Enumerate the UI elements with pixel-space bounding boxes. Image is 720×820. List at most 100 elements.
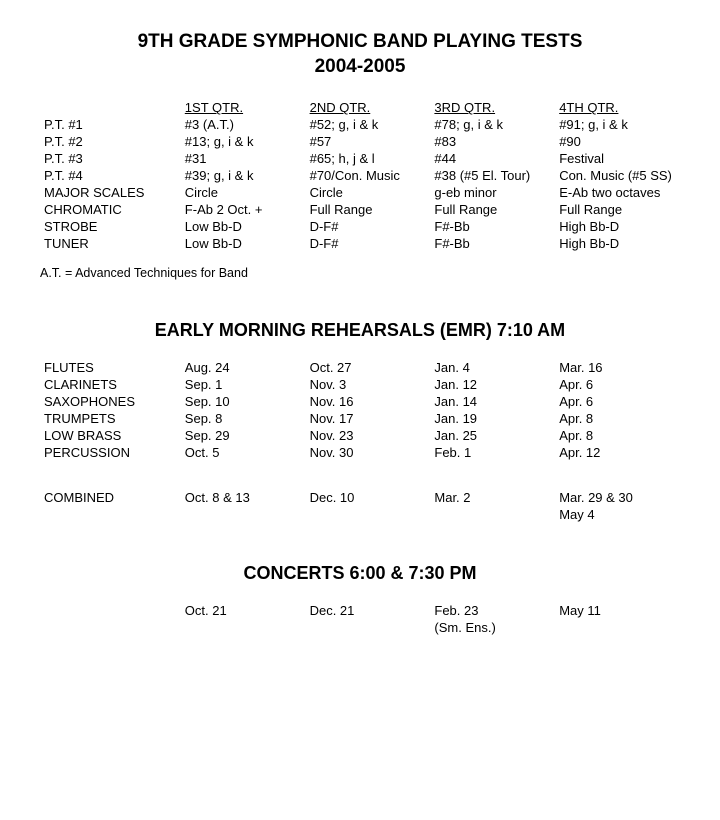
table-row: P.T. #1#3 (A.T.)#52; g, i & k#78; g, i &… bbox=[40, 116, 680, 133]
concerts-table: Oct. 21 Dec. 21 Feb. 23 May 11 (Sm. Ens.… bbox=[40, 602, 680, 636]
cell: May 4 bbox=[555, 506, 680, 523]
emr-title: EARLY MORNING REHEARSALS (EMR) 7:10 AM bbox=[40, 320, 680, 341]
cell: Dec. 10 bbox=[306, 489, 431, 506]
cell: Nov. 3 bbox=[306, 376, 431, 393]
cell: Apr. 12 bbox=[555, 444, 680, 461]
cell: Oct. 21 bbox=[181, 602, 306, 619]
cell: Jan. 14 bbox=[430, 393, 555, 410]
cell: Low Bb-D bbox=[181, 235, 306, 252]
combined-row: COMBINED Oct. 8 & 13 Dec. 10 Mar. 2 Mar.… bbox=[40, 489, 680, 506]
table-row: MAJOR SCALESCircleCircleg-eb minorE-Ab t… bbox=[40, 184, 680, 201]
row-label bbox=[40, 602, 181, 619]
table-header-row: 1ST QTR. 2ND QTR. 3RD QTR. 4TH QTR. bbox=[40, 99, 680, 116]
cell: #3 (A.T.) bbox=[181, 116, 306, 133]
cell: D-F# bbox=[306, 218, 431, 235]
cell: #57 bbox=[306, 133, 431, 150]
row-label: STROBE bbox=[40, 218, 181, 235]
cell: Full Range bbox=[430, 201, 555, 218]
cell: Dec. 21 bbox=[306, 602, 431, 619]
table-row: FLUTESAug. 24Oct. 27Jan. 4Mar. 16 bbox=[40, 359, 680, 376]
row-label: COMBINED bbox=[40, 489, 181, 506]
cell: F#-Bb bbox=[430, 235, 555, 252]
cell: Nov. 30 bbox=[306, 444, 431, 461]
cell: (Sm. Ens.) bbox=[430, 619, 555, 636]
cell: Apr. 6 bbox=[555, 376, 680, 393]
cell: F-Ab 2 Oct. + bbox=[181, 201, 306, 218]
cell: #91; g, i & k bbox=[555, 116, 680, 133]
cell: Feb. 1 bbox=[430, 444, 555, 461]
cell: Nov. 16 bbox=[306, 393, 431, 410]
cell: High Bb-D bbox=[555, 218, 680, 235]
table-row: TRUMPETSSep. 8Nov. 17Jan. 19Apr. 8 bbox=[40, 410, 680, 427]
cell: #44 bbox=[430, 150, 555, 167]
cell: Jan. 25 bbox=[430, 427, 555, 444]
table-row: P.T. #3#31#65; h, j & l#44Festival bbox=[40, 150, 680, 167]
cell: Nov. 23 bbox=[306, 427, 431, 444]
cell: Jan. 12 bbox=[430, 376, 555, 393]
cell: Jan. 4 bbox=[430, 359, 555, 376]
cell: Full Range bbox=[306, 201, 431, 218]
table-row: P.T. #4#39; g, i & k#70/Con. Music#38 (#… bbox=[40, 167, 680, 184]
concerts-row-extra: (Sm. Ens.) bbox=[40, 619, 680, 636]
cell: Aug. 24 bbox=[181, 359, 306, 376]
row-label: TRUMPETS bbox=[40, 410, 181, 427]
cell: Sep. 29 bbox=[181, 427, 306, 444]
cell: #90 bbox=[555, 133, 680, 150]
row-label: CHROMATIC bbox=[40, 201, 181, 218]
title-line-1: 9TH GRADE SYMPHONIC BAND PLAYING TESTS bbox=[138, 31, 583, 52]
cell: F#-Bb bbox=[430, 218, 555, 235]
row-label: PERCUSSION bbox=[40, 444, 181, 461]
cell: Festival bbox=[555, 150, 680, 167]
cell: Oct. 27 bbox=[306, 359, 431, 376]
cell: Full Range bbox=[555, 201, 680, 218]
row-label: P.T. #2 bbox=[40, 133, 181, 150]
cell: g-eb minor bbox=[430, 184, 555, 201]
table-row: CHROMATICF-Ab 2 Oct. +Full RangeFull Ran… bbox=[40, 201, 680, 218]
cell: Nov. 17 bbox=[306, 410, 431, 427]
row-label: P.T. #4 bbox=[40, 167, 181, 184]
cell: E-Ab two octaves bbox=[555, 184, 680, 201]
row-label: CLARINETS bbox=[40, 376, 181, 393]
concerts-title: CONCERTS 6:00 & 7:30 PM bbox=[40, 563, 680, 584]
cell: Apr. 8 bbox=[555, 410, 680, 427]
page-title: 9TH GRADE SYMPHONIC BAND PLAYING TESTS 2… bbox=[40, 30, 680, 79]
row-label: MAJOR SCALES bbox=[40, 184, 181, 201]
cell: Mar. 2 bbox=[430, 489, 555, 506]
playing-tests-table: 1ST QTR. 2ND QTR. 3RD QTR. 4TH QTR. P.T.… bbox=[40, 99, 680, 252]
cell: #70/Con. Music bbox=[306, 167, 431, 184]
cell: Circle bbox=[306, 184, 431, 201]
cell: Oct. 5 bbox=[181, 444, 306, 461]
row-label: LOW BRASS bbox=[40, 427, 181, 444]
table-row: TUNERLow Bb-DD-F#F#-BbHigh Bb-D bbox=[40, 235, 680, 252]
cell: Feb. 23 bbox=[430, 602, 555, 619]
cell: Low Bb-D bbox=[181, 218, 306, 235]
cell: May 11 bbox=[555, 602, 680, 619]
col-header: 4TH QTR. bbox=[555, 99, 680, 116]
title-line-2: 2004-2005 bbox=[315, 56, 406, 77]
col-header: 3RD QTR. bbox=[430, 99, 555, 116]
emr-table: FLUTESAug. 24Oct. 27Jan. 4Mar. 16CLARINE… bbox=[40, 359, 680, 523]
cell: #38 (#5 El. Tour) bbox=[430, 167, 555, 184]
cell: Sep. 1 bbox=[181, 376, 306, 393]
cell: Apr. 8 bbox=[555, 427, 680, 444]
table-row: PERCUSSIONOct. 5Nov. 30Feb. 1Apr. 12 bbox=[40, 444, 680, 461]
col-header: 2ND QTR. bbox=[306, 99, 431, 116]
cell: #13; g, i & k bbox=[181, 133, 306, 150]
cell: Circle bbox=[181, 184, 306, 201]
col-header: 1ST QTR. bbox=[181, 99, 306, 116]
table-row: SAXOPHONESSep. 10Nov. 16Jan. 14Apr. 6 bbox=[40, 393, 680, 410]
cell: D-F# bbox=[306, 235, 431, 252]
cell: #39; g, i & k bbox=[181, 167, 306, 184]
table-row: LOW BRASSSep. 29Nov. 23Jan. 25Apr. 8 bbox=[40, 427, 680, 444]
cell: #65; h, j & l bbox=[306, 150, 431, 167]
cell: High Bb-D bbox=[555, 235, 680, 252]
cell: Mar. 16 bbox=[555, 359, 680, 376]
cell: Jan. 19 bbox=[430, 410, 555, 427]
row-label: FLUTES bbox=[40, 359, 181, 376]
cell: #31 bbox=[181, 150, 306, 167]
concerts-row: Oct. 21 Dec. 21 Feb. 23 May 11 bbox=[40, 602, 680, 619]
cell: Mar. 29 & 30 bbox=[555, 489, 680, 506]
row-label: SAXOPHONES bbox=[40, 393, 181, 410]
cell: #83 bbox=[430, 133, 555, 150]
table-row: P.T. #2#13; g, i & k#57#83#90 bbox=[40, 133, 680, 150]
